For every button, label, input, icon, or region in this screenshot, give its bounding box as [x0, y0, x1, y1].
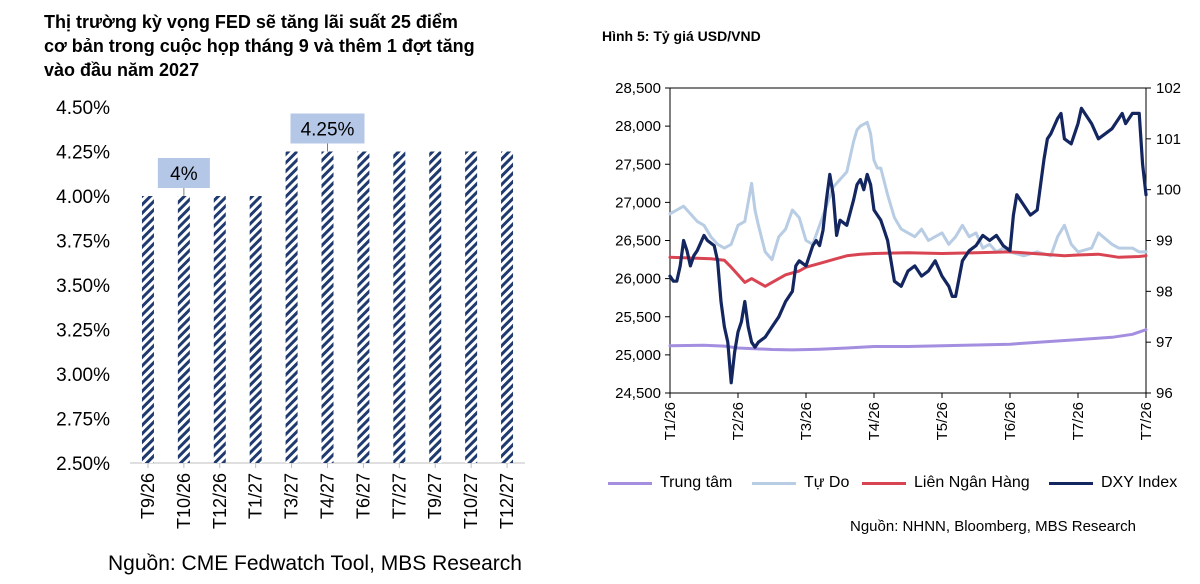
bar [249, 196, 262, 463]
legend-swatch [608, 481, 652, 485]
legend-item-dxy-index: DXY Index [1049, 472, 1177, 494]
legend-swatch [752, 481, 796, 485]
legend-label: Trung tâm [660, 474, 733, 491]
y-left-tick-label: 25,500 [615, 309, 661, 326]
y-tick-label: 3.50% [56, 276, 110, 297]
right-chart-source: Nguồn: NHNN, Bloomberg, MBS Research [850, 518, 1136, 535]
bar [213, 196, 226, 463]
annotation-box [290, 113, 365, 144]
bar [285, 151, 298, 463]
y-tick-label: 3.00% [56, 365, 110, 386]
left-chart-title: Thị trường kỳ vọng FED sẽ tăng lãi suất … [44, 10, 584, 82]
series-line-0 [668, 328, 1148, 352]
bar [429, 151, 442, 463]
x-tick-label: T3/26 [798, 402, 815, 440]
usd-vnd-line-chart: 24,500 25,000 25,500 26,000 26,500 27,000 27,5… [615, 80, 1181, 440]
annotation-box [157, 158, 210, 188]
y-right-tick-label: 98 [1156, 283, 1173, 300]
y-right-tick-label: 102 [1156, 80, 1181, 97]
fed-rate-bar-chart: 2.50% 2.75% 3.00% 3.25% 3.50% 3.75% 4.00% 4.25%… [56, 98, 525, 529]
legend-item-lien-ngan-hang: Liên Ngân Hàng [862, 472, 1030, 494]
x-tick-label: T1/26 [662, 402, 679, 440]
y-left-tick-label: 26,500 [615, 233, 661, 250]
legend-item-trung-tam: Trung tâm [608, 472, 732, 494]
y-tick-label: 2.50% [56, 454, 110, 475]
y-left-tick-label: 24,500 [615, 385, 661, 402]
x-tick-label: T3/27 [282, 473, 302, 519]
y-left-tick-label: 27,500 [615, 156, 661, 173]
series-line-3 [668, 106, 1148, 385]
legend-item-tu-do: Tự Do [752, 472, 849, 494]
line-chart-legend: Trung tâm Tự Do Liên Ngân Hàng DXY Index [608, 472, 1193, 496]
x-tick-label: T9/27 [425, 473, 445, 519]
legend-swatch [862, 481, 906, 485]
y-left-tick-label: 26,000 [615, 271, 661, 288]
y-right-tick-label: 101 [1156, 131, 1181, 148]
bar [321, 151, 334, 463]
y-right-tick-label: 96 [1156, 385, 1173, 402]
series-line-2 [668, 250, 1148, 288]
y-left-tick-label: 28,000 [615, 118, 661, 135]
x-tick-label: T2/26 [730, 402, 747, 440]
y-left-tick-label: 27,000 [615, 194, 661, 211]
bar [177, 196, 190, 463]
x-tick-label: T7/27 [389, 473, 409, 519]
left-title-line: vào đầu năm 2027 [44, 60, 200, 80]
y-tick-label: 4.50% [56, 98, 110, 119]
annotation-label: 4% [170, 164, 198, 185]
x-tick-label: T7/26 [1070, 402, 1087, 440]
bar [357, 151, 370, 463]
y-tick-label: 3.25% [56, 321, 110, 342]
y-left-tick-label: 25,000 [615, 347, 661, 364]
legend-label: Tự Do [804, 474, 850, 491]
left-title-line: cơ bản trong cuộc họp tháng 9 và thêm 1 … [44, 36, 475, 56]
x-tick-label: T10/27 [461, 473, 481, 529]
bar [465, 151, 478, 463]
legend-label: Liên Ngân Hàng [914, 474, 1030, 491]
x-tick-label: T4/27 [318, 473, 338, 519]
left-chart-source: Nguồn: CME Fedwatch Tool, MBS Research [108, 552, 522, 575]
x-tick-label: T1/27 [246, 473, 266, 519]
annotation-label: 4.25% [301, 120, 355, 141]
legend-swatch [1049, 481, 1093, 485]
x-tick-label: T4/26 [866, 402, 883, 440]
x-tick-label: T9/26 [138, 473, 158, 519]
y-right-tick-label: 97 [1156, 334, 1173, 351]
x-tick-label: T6/27 [353, 473, 373, 519]
x-tick-label: T10/26 [174, 473, 194, 529]
bar [141, 196, 154, 463]
y-tick-label: 2.75% [56, 410, 110, 431]
x-tick-label: T5/26 [934, 402, 951, 440]
series-line-1 [668, 120, 1148, 262]
right-chart-title: Hình 5: Tỷ giá USD/VND [602, 28, 761, 44]
bar [393, 151, 406, 463]
y-right-tick-label: 100 [1156, 182, 1181, 199]
y-tick-label: 4.25% [56, 143, 110, 164]
x-tick-label: T12/26 [210, 473, 230, 529]
y-tick-label: 3.75% [56, 232, 110, 253]
y-left-tick-label: 28,500 [615, 80, 661, 97]
x-tick-label: T7/26 [1138, 402, 1155, 440]
left-title-line: Thị trường kỳ vọng FED sẽ tăng lãi suất … [44, 12, 458, 32]
legend-label: DXY Index [1101, 474, 1178, 491]
bar [501, 151, 514, 463]
y-tick-label: 4.00% [56, 187, 110, 208]
x-tick-label: T12/27 [497, 473, 517, 529]
x-tick-label: T6/26 [1002, 402, 1019, 440]
y-right-tick-label: 99 [1156, 233, 1173, 250]
